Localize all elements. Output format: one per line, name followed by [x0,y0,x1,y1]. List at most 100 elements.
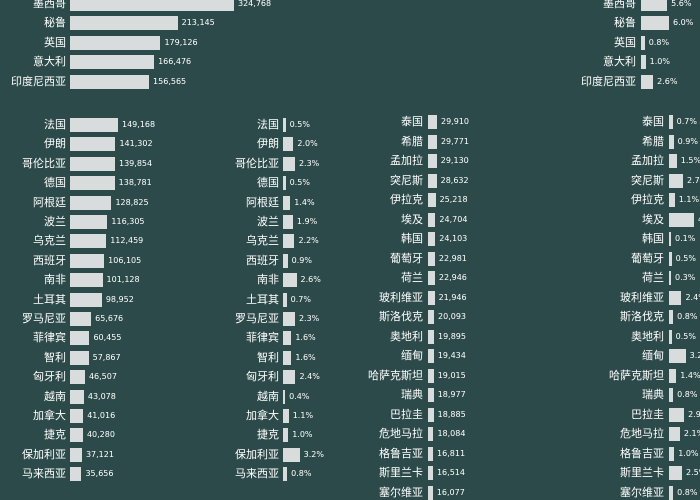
bar [70,292,102,307]
value-label: 18,977 [437,390,466,399]
bar [669,173,684,188]
bar [70,370,85,385]
category-label: 希腊 [401,134,423,148]
category-label: 罗马尼亚 [22,312,66,325]
bar [70,156,115,171]
value-label: 1.9% [296,217,318,226]
category-label: 阿根廷 [33,195,66,209]
category-label: 乌克兰 [33,234,66,248]
category-label: 法国 [257,118,279,131]
category-label: 伊拉克 [390,193,423,206]
value-label: 65,676 [95,314,124,323]
category-label: 加拿大 [246,409,279,422]
value-label: 40,280 [86,430,115,440]
value-label: 0.8% [291,469,312,479]
bar [669,310,674,324]
value-label: 179,126 [164,37,198,47]
bar [70,137,116,152]
category-label: 菲律宾 [246,331,279,345]
value-label: 156,565 [153,76,187,86]
value-label: 5.6% [671,0,692,8]
category-label: 斯里兰卡 [620,466,664,479]
bar [641,74,654,89]
bar [669,485,674,500]
value-label: 0.8% [648,37,670,47]
category-label: 秘鲁 [614,16,636,30]
category-label: 斯洛伐克 [379,310,423,323]
bar [283,428,289,443]
value-label: 24,704 [439,214,468,224]
bar [641,55,646,70]
bar [669,427,680,441]
value-label: 0.9% [677,136,698,146]
category-label: 突尼斯 [631,173,664,187]
category-label: 玻利维亚 [379,290,423,304]
bar [428,446,434,461]
bar [283,195,291,210]
category-label: 哈萨克斯坦 [368,368,423,382]
value-label: 60,455 [93,333,122,343]
value-label: 112,459 [110,236,144,246]
category-label: 瑞典 [642,388,664,401]
value-label: 16,514 [436,468,465,477]
value-label: 43,078 [87,391,116,401]
value-label: 18,885 [437,409,466,419]
value-label: 29,910 [441,117,469,126]
category-label: 伊朗 [44,137,66,151]
category-label: 缅甸 [401,349,423,362]
bar [70,409,84,423]
bar [669,193,675,207]
bar [70,428,83,443]
value-label: 141,302 [119,139,153,149]
value-label: 19,895 [437,331,466,341]
value-label: 0.5% [675,253,696,263]
category-label: 埃及 [642,212,664,226]
category-label: 哥伦比亚 [22,156,66,170]
value-label: 0.8% [677,390,698,399]
category-label: 孟加拉 [631,154,664,167]
value-label: 28,632 [440,175,469,185]
category-label: 韩国 [642,232,664,245]
value-label: 2.7% [687,175,700,185]
value-label: 1.0% [678,448,699,458]
category-label: 泰国 [401,115,423,128]
category-label: 哥伦比亚 [235,156,279,170]
category-label: 玻利维亚 [620,290,664,304]
bar [283,156,295,171]
bar [669,232,671,246]
bar [428,290,435,305]
value-label: 35,656 [85,469,114,479]
value-label: 16,811 [437,448,466,458]
bar [669,134,674,149]
value-label: 166,476 [158,57,192,67]
value-label: 19,434 [437,351,466,360]
bar [669,446,675,461]
bar [283,118,286,132]
category-label: 越南 [257,389,279,403]
bar [669,368,677,383]
value-label: 6.0% [673,18,694,28]
bar [428,427,434,441]
bar [669,251,672,266]
bar [70,253,105,268]
value-label: 2.6% [657,76,678,86]
category-label: 意大利 [603,55,636,69]
bar [641,35,645,50]
category-label: 印度尼西亚 [581,74,636,88]
bar [283,176,286,191]
category-label: 马来西亚 [235,467,279,481]
value-label: 128,825 [115,197,149,207]
category-label: 印度尼西亚 [11,74,66,88]
bar [669,329,672,344]
bar [428,173,437,188]
value-label: 1.1% [678,195,700,204]
category-label: 韩国 [401,232,423,245]
value-label: 0.9% [291,255,312,265]
bar [428,154,437,168]
bar [669,290,682,305]
bar [283,447,300,462]
category-label: 保加利亚 [235,447,279,461]
category-label: 智利 [257,350,279,364]
bar [428,368,434,383]
value-label: 0.5% [289,120,310,129]
